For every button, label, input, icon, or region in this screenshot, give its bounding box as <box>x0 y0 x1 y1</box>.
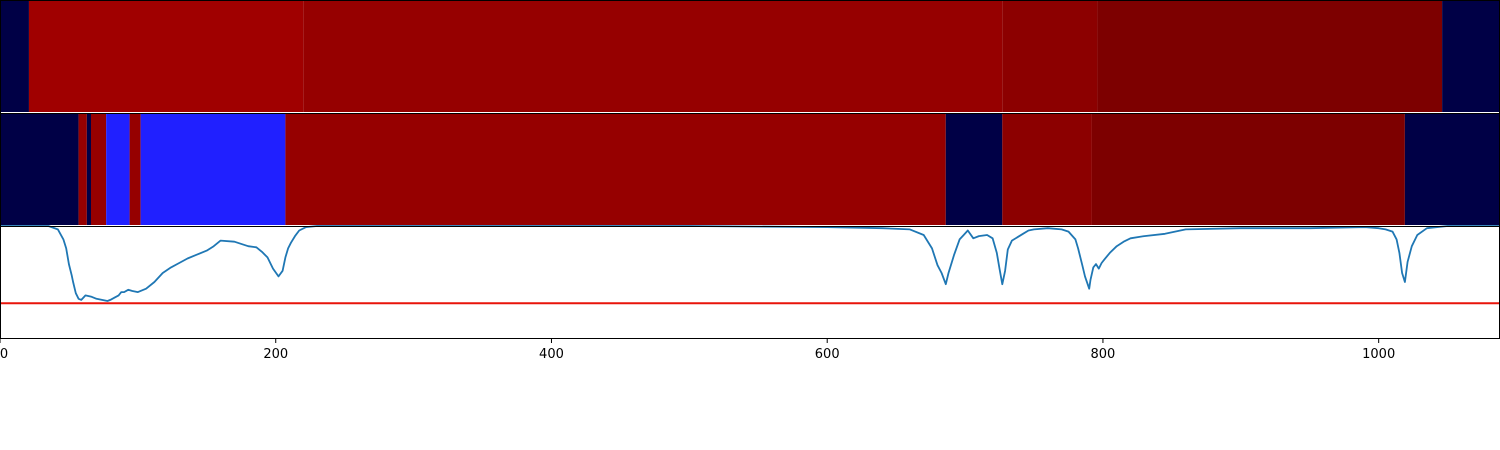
x-axis: 0 200 400 600 800 1000 <box>0 338 1395 362</box>
x-tick-label-600: 600 <box>815 347 840 362</box>
heatmap-top-segment-2 <box>303 1 1003 112</box>
x-tick-label-400: 400 <box>539 347 564 362</box>
series-line-0 <box>0 225 1500 302</box>
x-tick-label-800: 800 <box>1091 347 1116 362</box>
heatmap-middle-segment-6 <box>140 114 286 225</box>
x-tick-label-1000: 1000 <box>1362 347 1395 362</box>
x-tick-label-0: 0 <box>0 347 8 362</box>
heatmap-top-segment-0 <box>0 1 29 112</box>
heatmap-middle-segment-8 <box>945 114 1003 225</box>
line-plot-panel <box>0 0 1500 339</box>
heatmap-panel-top <box>0 1 1500 112</box>
line-panel-background <box>0 226 1500 338</box>
heatmap-middle-segment-0 <box>0 114 79 225</box>
heatmap-top-segment-1 <box>28 1 304 112</box>
x-tick-label-200: 200 <box>263 347 288 362</box>
heatmap-top-segment-5 <box>1442 1 1500 112</box>
heatmap-middle-segment-3 <box>90 114 107 225</box>
heatmap-middle-segment-9 <box>1002 114 1092 225</box>
heatmap-panel-middle <box>0 114 1500 225</box>
heatmap-middle-segment-5 <box>129 114 141 225</box>
heatmap-middle-segment-4 <box>106 114 130 225</box>
heatmap-middle-segment-7 <box>285 114 946 225</box>
heatmap-top-segment-3 <box>1002 1 1098 112</box>
heatmap-middle-segment-11 <box>1404 114 1500 225</box>
heatmap-middle-segment-10 <box>1091 114 1405 225</box>
heatmap-middle-segment-2 <box>86 114 91 225</box>
heatmap-top-segment-4 <box>1097 1 1443 112</box>
heatmap-middle-segment-1 <box>78 114 87 225</box>
